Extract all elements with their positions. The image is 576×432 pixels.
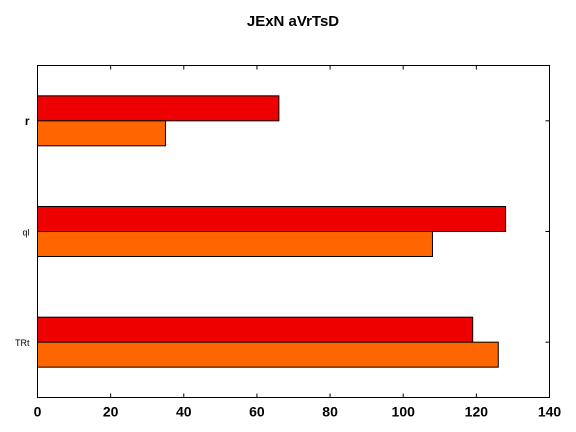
y-axis: r ql TRt — [15, 114, 550, 348]
x-tick-label: 80 — [322, 404, 338, 420]
bar-TRt-series-2 — [37, 341, 499, 368]
x-tick-label: 60 — [249, 404, 265, 420]
y-tick-label: ql — [22, 228, 29, 238]
y-tick-label: r — [25, 114, 30, 128]
x-axis: 0 20 40 60 80 100 120 140 — [34, 65, 562, 420]
bar-ql-series-2 — [37, 231, 433, 257]
x-tick-label: 20 — [103, 404, 119, 420]
bar-r-series-1 — [37, 95, 280, 122]
bar-TRt-series-1 — [37, 316, 474, 343]
bar-ql-series-1 — [37, 206, 507, 232]
x-tick-label: 100 — [392, 404, 416, 420]
x-tick-label: 140 — [538, 404, 562, 420]
bar-r-series-2 — [37, 120, 166, 147]
x-tick-label: 0 — [34, 404, 42, 420]
y-tick-label: TRt — [15, 338, 30, 348]
chart-title: JExN aVrTsD — [247, 13, 339, 30]
bars-group — [37, 95, 507, 368]
x-tick-label: 40 — [176, 404, 192, 420]
x-tick-label: 120 — [465, 404, 489, 420]
